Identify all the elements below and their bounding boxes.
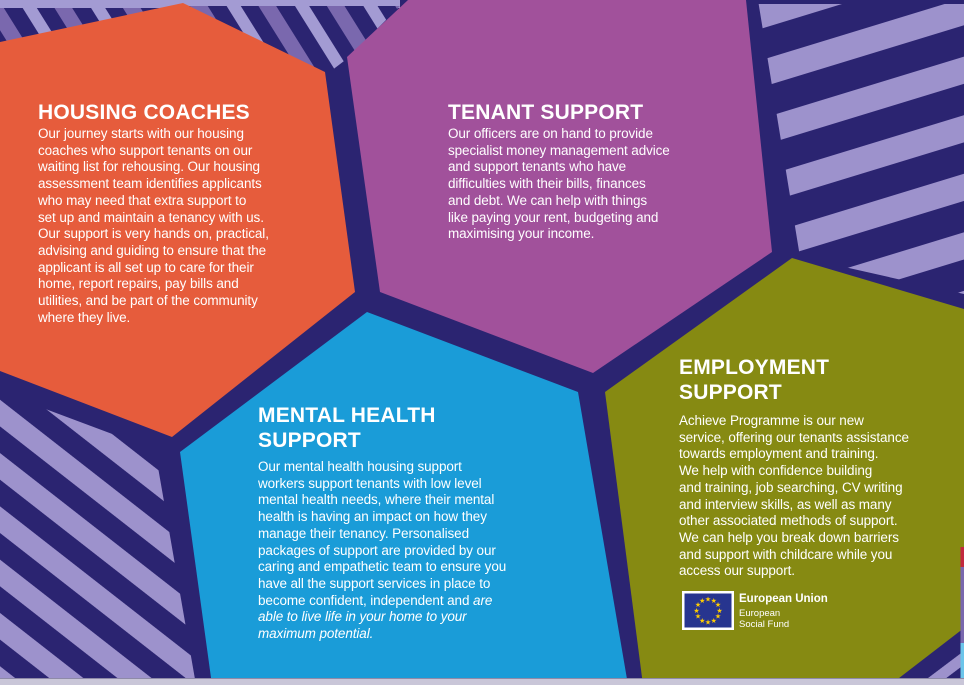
edge-sliver-lightblue <box>960 643 964 678</box>
mental-health-body-italic: are able to live life in your home to yo… <box>258 592 493 642</box>
top-lavender-band <box>0 0 400 8</box>
svg-text:★: ★ <box>711 597 717 605</box>
mental-health-body-main: Our mental health housing support worker… <box>258 459 507 608</box>
mental-health-card: MENTAL HEALTH SUPPORT <box>258 403 436 453</box>
top-right-striped-hexagon <box>758 0 964 294</box>
edge-sliver-red <box>960 547 964 567</box>
svg-text:★: ★ <box>699 617 705 625</box>
svg-text:★: ★ <box>705 618 711 626</box>
employment-support-title: EMPLOYMENT SUPPORT <box>679 356 830 404</box>
mental-health-body-block: Our mental health housing support worker… <box>258 459 506 643</box>
hexagon-tenant-support <box>347 0 772 373</box>
svg-text:★: ★ <box>711 617 717 625</box>
housing-coaches-body: Our journey starts with our housing coac… <box>38 126 269 325</box>
edge-sliver-purple <box>960 567 964 643</box>
bottom-right-striped-corner <box>908 642 964 685</box>
svg-text:★: ★ <box>695 613 701 621</box>
eu-logo-subtitle-2: Social Fund <box>739 619 790 630</box>
top-edge-navy-strip <box>755 0 964 4</box>
housing-coaches-title: HOUSING COACHES <box>38 101 250 124</box>
tenant-support-body-block: Our officers are on hand to provide spec… <box>448 126 670 243</box>
svg-text:★: ★ <box>716 607 722 615</box>
eu-logo-subtitle-1: European <box>739 608 781 619</box>
eu-flag-icon: ★★ ★★ ★★ ★★ ★ ★ ★★ <box>682 591 734 630</box>
employment-support-card: EMPLOYMENT SUPPORT <box>679 355 829 405</box>
eu-logo-title: European Union <box>739 593 828 605</box>
svg-text:★: ★ <box>695 601 701 609</box>
housing-coaches-body-block: Our journey starts with our housing coac… <box>38 126 269 326</box>
eu-social-fund-logo: ★ ★ ★ ★ ★ ★ ★ ★ ★ ★ ★ ★ European Union Europea… <box>682 591 912 635</box>
svg-text:★: ★ <box>699 597 705 605</box>
tenant-support-title: TENANT SUPPORT <box>448 101 644 124</box>
employment-support-body: Achieve Programme is our new service, of… <box>679 413 909 579</box>
svg-text:★: ★ <box>693 607 699 615</box>
mental-health-title: MENTAL HEALTH SUPPORT <box>258 404 436 452</box>
tenant-support-body: Our officers are on hand to provide spec… <box>448 126 670 242</box>
bottom-left-striped-hexagon <box>0 392 196 685</box>
tenant-support-card: TENANT SUPPORT <box>448 100 643 125</box>
svg-text:★: ★ <box>715 601 721 609</box>
bottom-page-bar <box>0 678 964 685</box>
hexagon-housing-coaches <box>0 3 355 437</box>
top-center-striped-wedge <box>185 6 400 74</box>
housing-coaches-card: HOUSING COACHES <box>38 100 250 125</box>
employment-support-body-block: Achieve Programme is our new service, of… <box>679 413 909 580</box>
hexagon-mental-health <box>180 312 628 685</box>
mental-health-body: Our mental health housing support worker… <box>258 459 506 643</box>
hexagon-employment <box>605 258 964 685</box>
svg-text:★: ★ <box>705 595 711 603</box>
svg-text:★: ★ <box>715 613 721 621</box>
